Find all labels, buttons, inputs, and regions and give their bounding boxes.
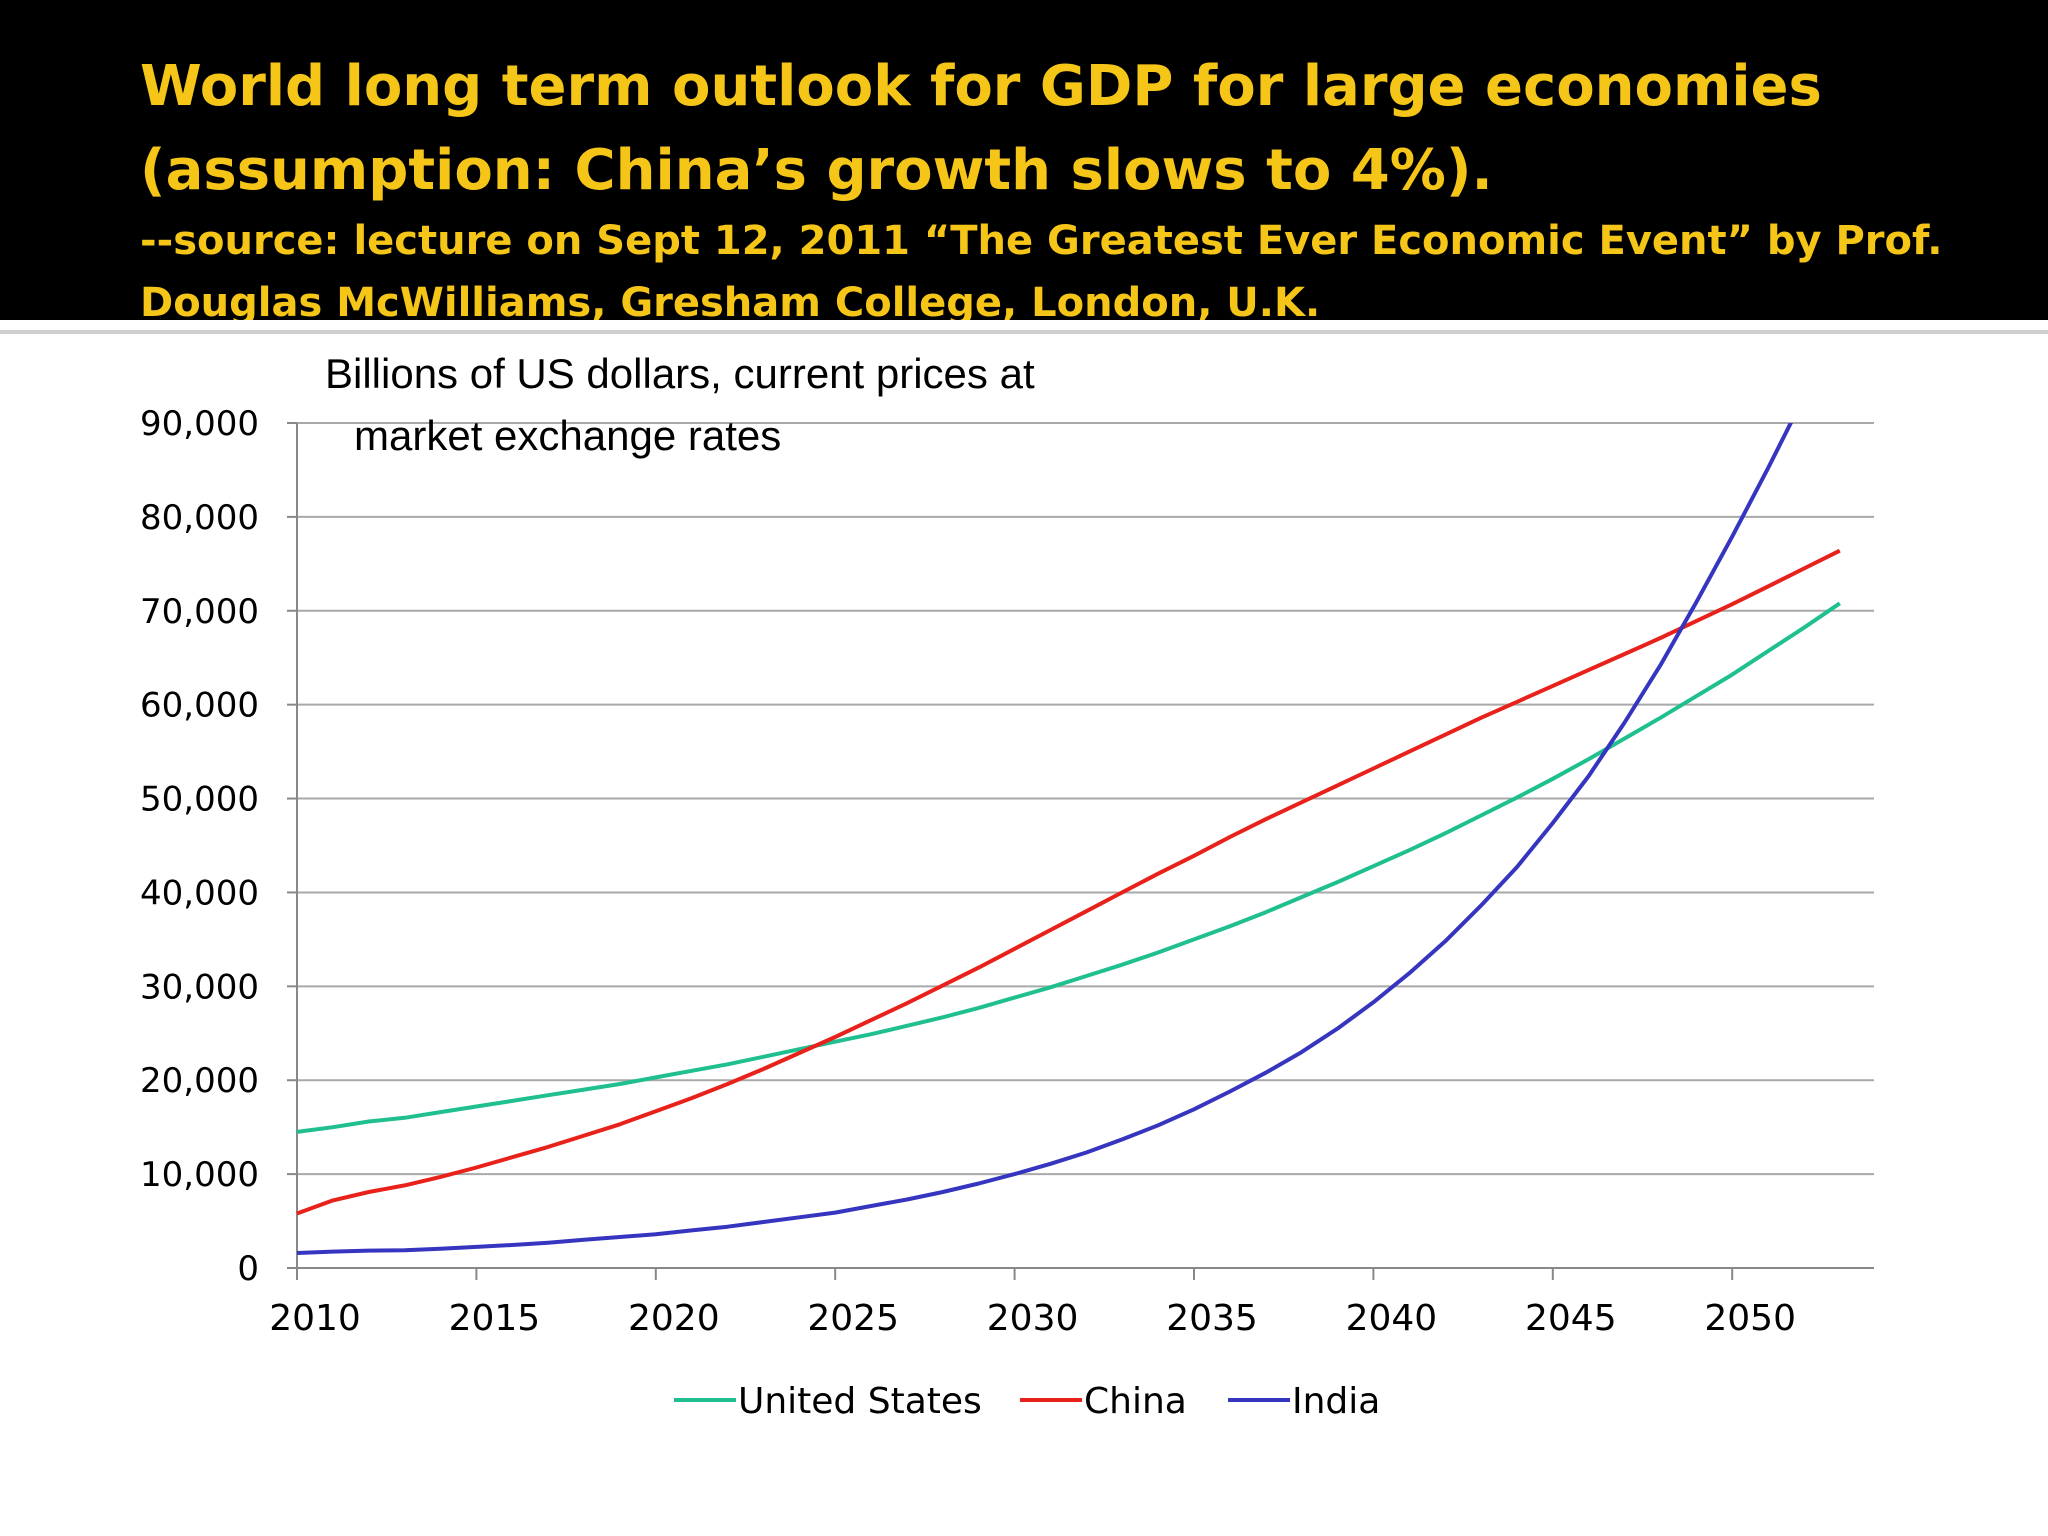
y-tick-label-50000: 50,000 bbox=[140, 780, 259, 820]
slide-title-line-1: World long term outlook for GDP for larg… bbox=[140, 54, 1822, 119]
x-tick-label-2040: 2040 bbox=[1346, 1298, 1438, 1339]
axes: 0 10,000 20,000 30,000 40,000 50,000 60,000 70,… bbox=[140, 404, 1874, 1339]
legend-label-india: India bbox=[1292, 1381, 1380, 1422]
x-tick-label-2010: 2010 bbox=[269, 1298, 361, 1339]
x-tick-label-2015: 2015 bbox=[449, 1298, 541, 1339]
y-tick-label-10000: 10,000 bbox=[140, 1155, 259, 1195]
x-tick-label-2020: 2020 bbox=[628, 1298, 720, 1339]
y-tick-label-30000: 30,000 bbox=[140, 967, 259, 1007]
x-tick-label-2025: 2025 bbox=[807, 1298, 899, 1339]
y-units-label-line-2: market exchange rates bbox=[354, 412, 781, 459]
y-tick-label-70000: 70,000 bbox=[140, 592, 259, 632]
header-divider bbox=[0, 330, 2048, 334]
series-lines bbox=[296, 423, 1841, 1255]
y-tick-label-90000: 90,000 bbox=[140, 404, 259, 444]
gridlines bbox=[297, 422, 1874, 1176]
y-tick-label-0: 0 bbox=[237, 1249, 259, 1289]
slide-title-line-2: (assumption: China’s growth slows to 4%)… bbox=[140, 138, 1493, 203]
slide-source-line-1: --source: lecture on Sept 12, 2011 “The … bbox=[140, 218, 1943, 264]
y-tick-label-80000: 80,000 bbox=[140, 498, 259, 538]
series-line-india bbox=[296, 423, 1794, 1255]
x-tick-label-2035: 2035 bbox=[1166, 1298, 1258, 1339]
y-tick-label-40000: 40,000 bbox=[140, 873, 259, 913]
x-tick-label-2045: 2045 bbox=[1525, 1298, 1617, 1339]
legend-label-china: China bbox=[1084, 1381, 1187, 1422]
y-tick-label-20000: 20,000 bbox=[140, 1061, 259, 1101]
legend: United States China India bbox=[674, 1381, 1380, 1422]
legend-label-united-states: United States bbox=[738, 1381, 982, 1422]
series-line-united-states bbox=[296, 601, 1841, 1134]
x-tick-label-2050: 2050 bbox=[1704, 1298, 1796, 1339]
y-units-label-line-1: Billions of US dollars, current prices a… bbox=[325, 350, 1035, 397]
series-line-china bbox=[296, 548, 1841, 1216]
slide-source-line-2: Douglas McWilliams, Gresham College, Lon… bbox=[140, 280, 1321, 320]
y-tick-label-60000: 60,000 bbox=[140, 686, 259, 726]
x-tick-label-2030: 2030 bbox=[987, 1298, 1079, 1339]
slide-header: World long term outlook for GDP for larg… bbox=[0, 0, 2048, 320]
